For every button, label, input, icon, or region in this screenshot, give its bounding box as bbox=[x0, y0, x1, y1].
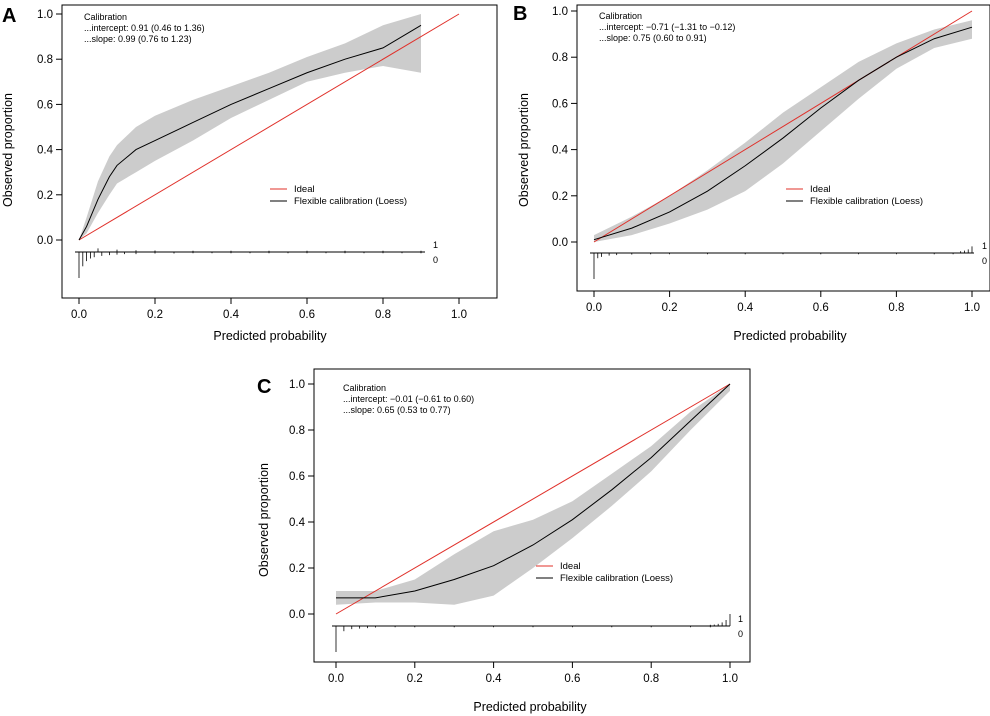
x-axis-label: Predicted probability bbox=[213, 329, 327, 343]
y-tick-label: 0.6 bbox=[37, 99, 53, 111]
y-tick-label: 0.2 bbox=[552, 191, 568, 203]
calibration-title: Calibration bbox=[84, 12, 127, 22]
x-tick-label: 1.0 bbox=[722, 673, 738, 685]
calibration-stat: ...intercept: −0.01 (−0.61 to 0.60) bbox=[343, 394, 474, 404]
y-tick-label: 0.2 bbox=[37, 190, 53, 202]
loess-line bbox=[78, 24, 422, 241]
y-tick-label: 0.4 bbox=[289, 517, 306, 529]
legend-label-loess: Flexible calibration (Loess) bbox=[560, 573, 673, 584]
x-tick-label: 0.4 bbox=[223, 309, 240, 321]
calibration-title: Calibration bbox=[599, 11, 642, 21]
x-tick-label: 0.2 bbox=[662, 302, 678, 314]
calibration-stat: ...slope: 0.99 (0.76 to 1.23) bbox=[84, 34, 192, 44]
x-tick-label: 0.2 bbox=[147, 309, 163, 321]
y-tick-label: 0.8 bbox=[37, 54, 53, 66]
rug-label-events: 1 bbox=[738, 614, 743, 624]
x-tick-label: 0.8 bbox=[888, 302, 904, 314]
calibration-title: Calibration bbox=[343, 383, 386, 393]
panel-b: B 0.0 0.2 0.4 0.6 0.8 1.0 0.0 0.2 0.4 0.6 0.8 1.0 Pre… bbox=[513, 3, 990, 343]
y-tick-label: 0.0 bbox=[552, 237, 568, 249]
y-tick-label: 0.6 bbox=[552, 98, 568, 110]
plot-frame bbox=[576, 4, 990, 292]
calibration-stat: ...slope: 0.65 (0.53 to 0.77) bbox=[343, 405, 451, 415]
calibration-stat: ...intercept: 0.91 (0.46 to 1.36) bbox=[84, 23, 205, 33]
y-tick-label: 0.4 bbox=[552, 145, 569, 157]
rug-label-nonevents: 0 bbox=[738, 629, 743, 639]
x-tick-label: 0.2 bbox=[407, 673, 423, 685]
calibration-stat: ...intercept: −0.71 (−1.31 to −0.12) bbox=[599, 22, 735, 32]
y-tick-label: 1.0 bbox=[289, 379, 305, 391]
y-axis-label: Observed proportion bbox=[1, 93, 15, 207]
x-tick-label: 0.4 bbox=[486, 673, 503, 685]
y-tick-label: 1.0 bbox=[552, 6, 568, 18]
x-tick-label: 0.4 bbox=[737, 302, 754, 314]
y-axis-label: Observed proportion bbox=[257, 463, 271, 577]
x-tick-label: 0.0 bbox=[328, 673, 344, 685]
y-tick-label: 0.2 bbox=[289, 563, 305, 575]
legend-label-ideal: Ideal bbox=[560, 561, 581, 572]
plot-frame bbox=[313, 368, 751, 663]
rug-label-nonevents: 0 bbox=[433, 255, 438, 265]
x-tick-label: 0.8 bbox=[643, 673, 659, 685]
x-tick-label: 0.0 bbox=[71, 309, 87, 321]
confidence-band bbox=[594, 20, 972, 242]
x-tick-label: 0.6 bbox=[813, 302, 829, 314]
x-axis-label: Predicted probability bbox=[473, 700, 587, 714]
rug-label-events: 1 bbox=[982, 241, 987, 251]
y-tick-label: 0.8 bbox=[552, 52, 568, 64]
x-tick-label: 0.8 bbox=[375, 309, 391, 321]
y-tick-label: 0.8 bbox=[289, 425, 305, 437]
ideal-line bbox=[78, 13, 460, 241]
plot-frame bbox=[61, 4, 498, 299]
ideal-line bbox=[593, 10, 973, 243]
rug-label-nonevents: 0 bbox=[982, 256, 987, 266]
legend-label-loess: Flexible calibration (Loess) bbox=[294, 196, 407, 207]
x-tick-label: 1.0 bbox=[964, 302, 980, 314]
x-axis-label: Predicted probability bbox=[733, 329, 847, 343]
y-tick-label: 1.0 bbox=[37, 9, 53, 21]
legend-label-ideal: Ideal bbox=[294, 184, 315, 195]
panel-letter: C bbox=[257, 376, 271, 398]
confidence-band bbox=[79, 14, 421, 240]
loess-line bbox=[336, 383, 731, 599]
legend-label-loess: Flexible calibration (Loess) bbox=[810, 196, 923, 207]
confidence-band bbox=[336, 384, 730, 605]
panel-a: A 0.0 0.2 0.4 0.6 0.8 1.0 0.0 0.2 0.4 0.6 0.8 1.0 Pre… bbox=[1, 4, 498, 343]
panel-letter: B bbox=[513, 3, 527, 25]
y-tick-label: 0.0 bbox=[37, 235, 53, 247]
y-axis-label: Observed proportion bbox=[517, 93, 531, 207]
x-tick-label: 1.0 bbox=[451, 309, 467, 321]
y-tick-label: 0.6 bbox=[289, 471, 305, 483]
y-tick-label: 0.4 bbox=[37, 145, 54, 157]
ideal-line bbox=[335, 383, 731, 615]
legend-label-ideal: Ideal bbox=[810, 184, 831, 195]
x-tick-label: 0.6 bbox=[299, 309, 315, 321]
panel-letter: A bbox=[2, 5, 16, 27]
y-tick-label: 0.0 bbox=[289, 609, 305, 621]
calibration-stat: ...slope: 0.75 (0.60 to 0.91) bbox=[599, 33, 707, 43]
rug-label-events: 1 bbox=[433, 240, 438, 250]
loess-line bbox=[593, 26, 973, 241]
x-tick-label: 0.0 bbox=[586, 302, 602, 314]
panel-c: C 0.0 0.2 0.4 0.6 0.8 1.0 0.0 0.2 0.4 0.6 0.8 1.0 Pre… bbox=[257, 368, 751, 714]
x-tick-label: 0.6 bbox=[564, 673, 580, 685]
